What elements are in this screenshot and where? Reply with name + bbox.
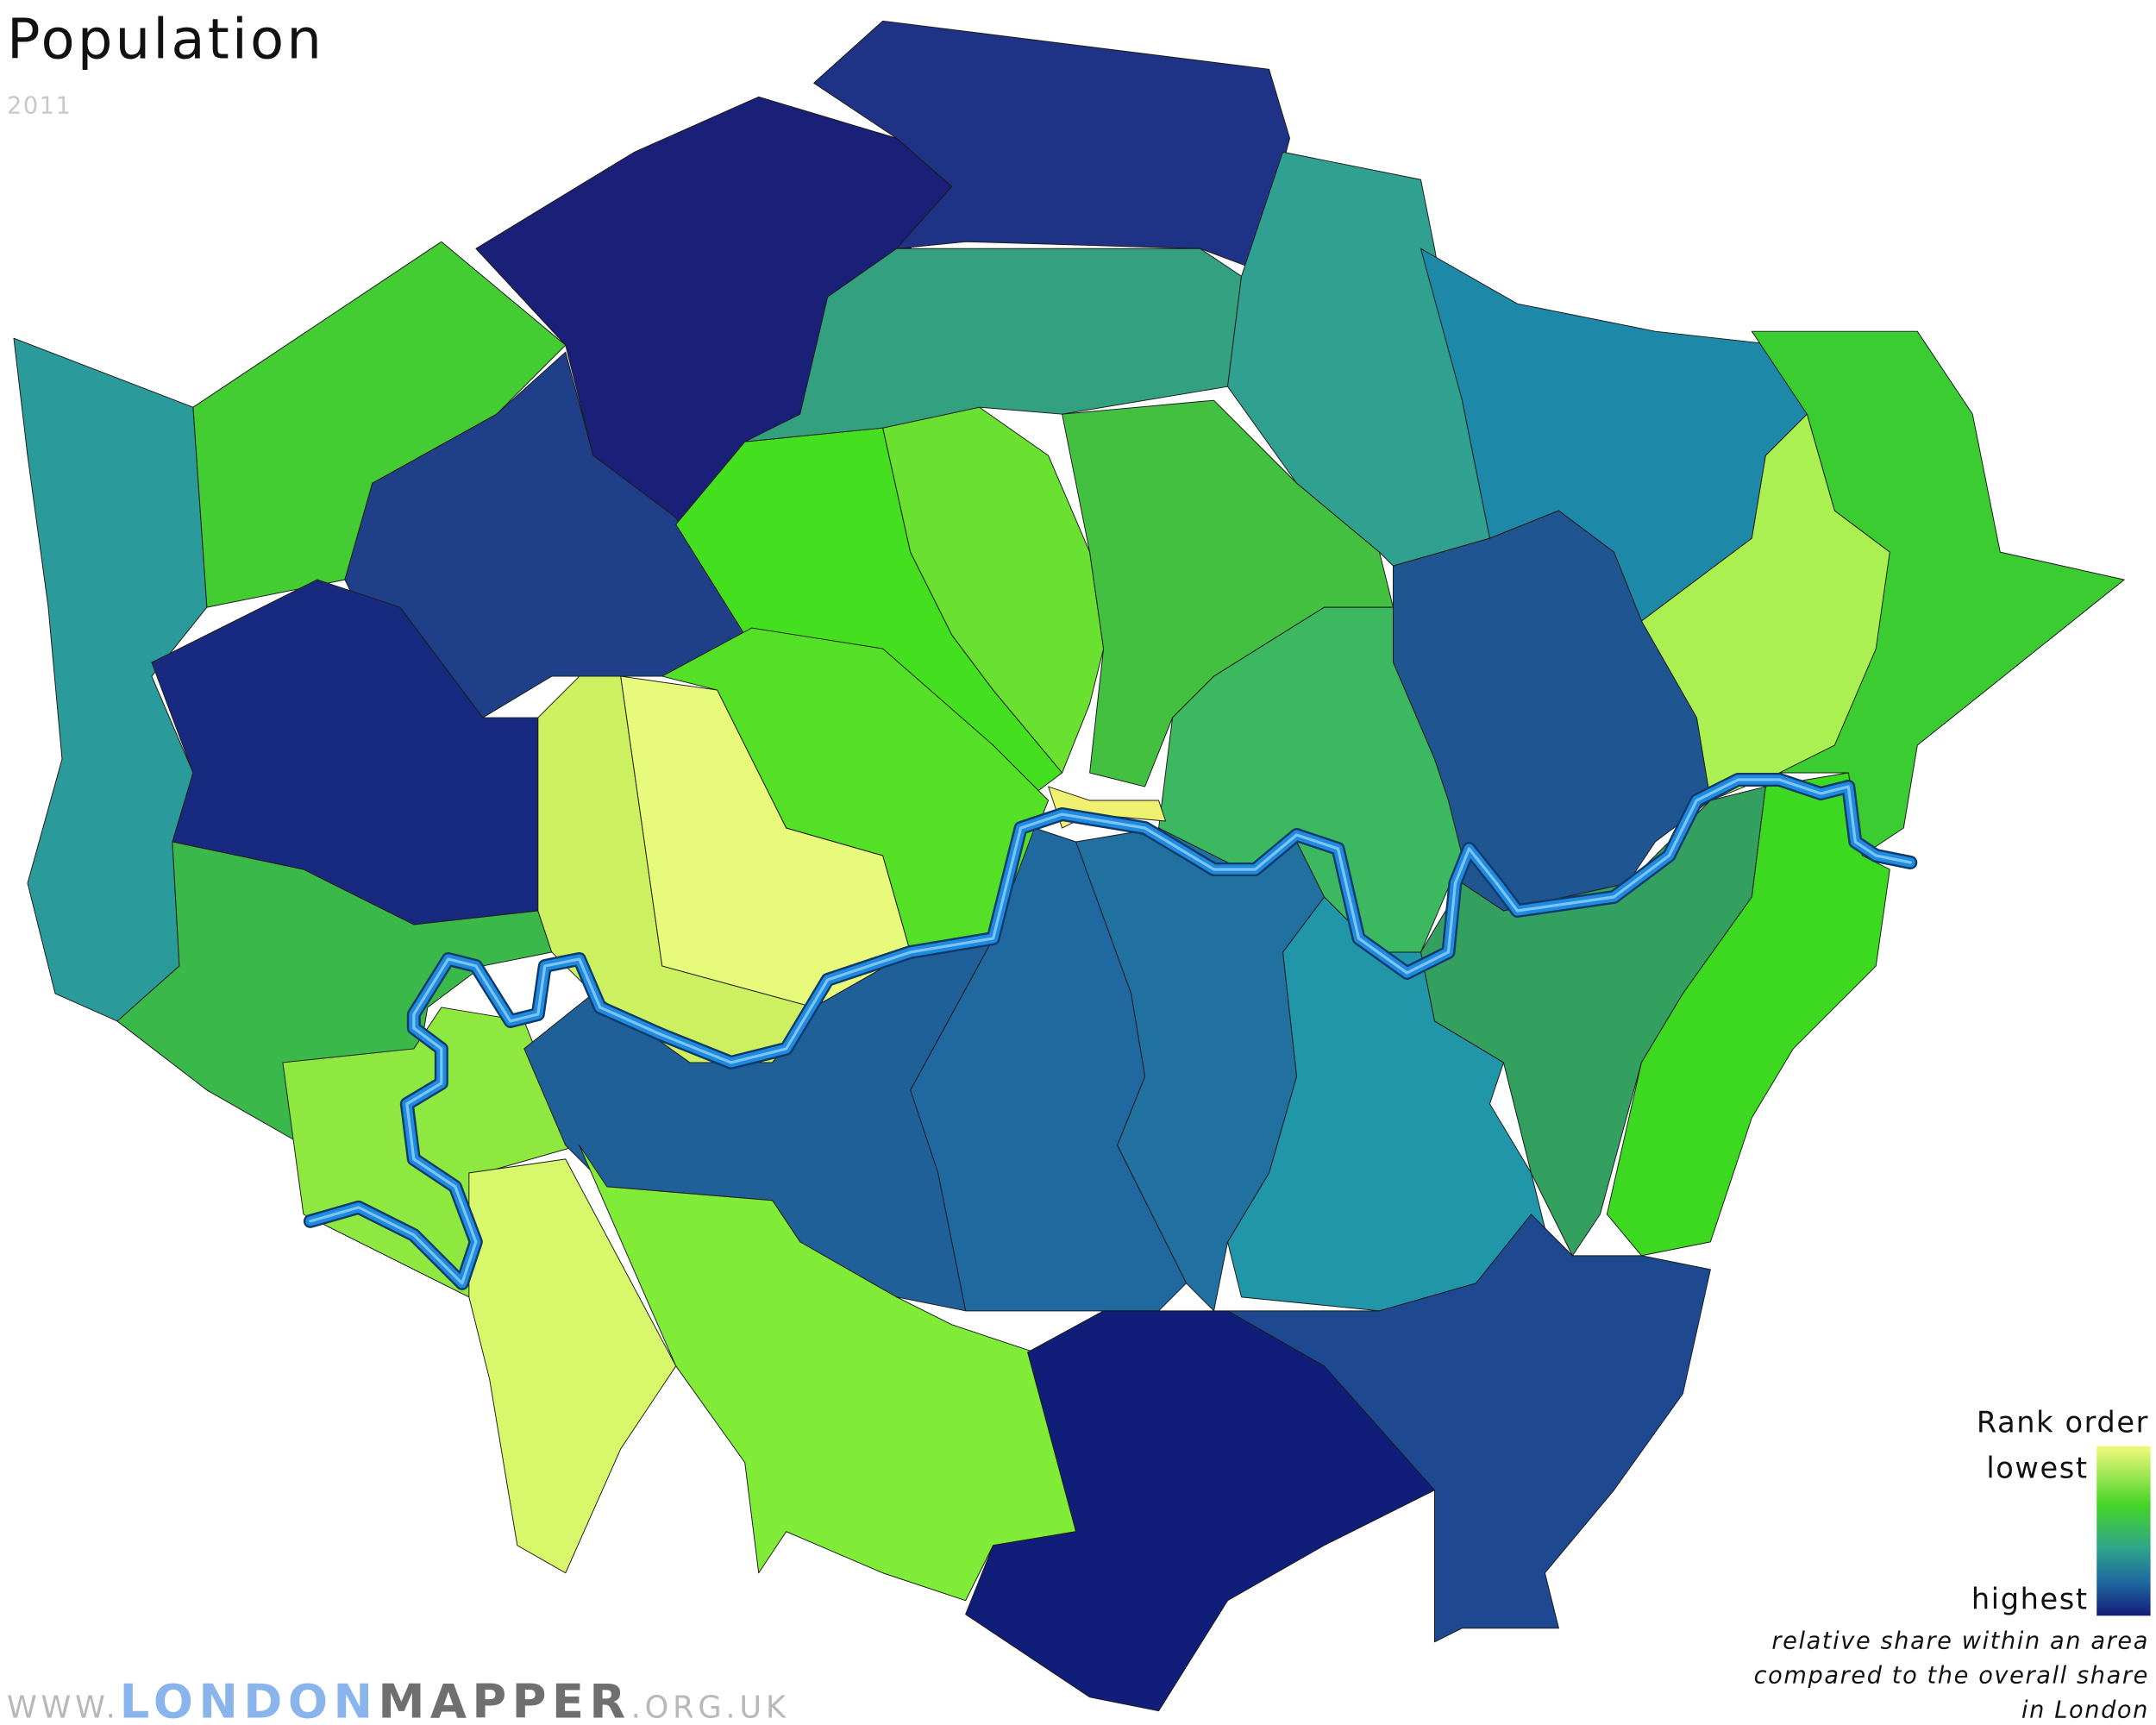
footer-suffix: .ORG.UK <box>631 1690 790 1725</box>
legend-note: in London <box>2021 1697 2149 1724</box>
legend-title: Rank order <box>1977 1406 2149 1440</box>
legend-high: highest <box>1971 1582 2089 1615</box>
legend-gradient <box>2096 1446 2151 1616</box>
footer-link: WWW.LONDONMAPPER.ORG.UK <box>7 1675 790 1725</box>
legend-note: relative share within an area <box>1771 1628 2149 1655</box>
borough <box>1606 772 1890 1257</box>
borough <box>468 1158 677 1574</box>
borough <box>1227 1214 1711 1643</box>
boroughs <box>13 20 2125 1712</box>
map-subtitle: 2011 <box>7 92 72 119</box>
legend-low: lowest <box>1986 1451 2088 1484</box>
borough <box>882 406 1105 774</box>
legend-note: compared to the overall share <box>1754 1663 2149 1690</box>
river-thames <box>303 773 1918 1290</box>
borough <box>1640 413 1890 801</box>
river-line <box>309 778 1912 1285</box>
footer-brand-a: LONDON <box>120 1675 379 1725</box>
map-title: Population <box>7 8 324 72</box>
footer-brand-b: MAPPER <box>378 1675 630 1725</box>
footer-prefix: WWW. <box>7 1690 120 1725</box>
